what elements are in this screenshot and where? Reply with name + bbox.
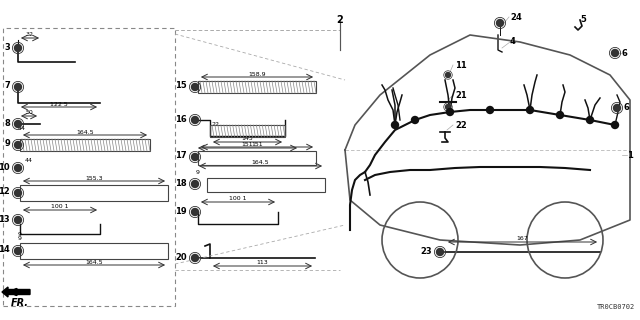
Circle shape: [557, 111, 563, 118]
Text: 9: 9: [196, 170, 200, 174]
Text: 13: 13: [0, 214, 10, 223]
Text: 17: 17: [175, 151, 187, 161]
Text: 151: 151: [242, 142, 253, 148]
Text: 6: 6: [621, 49, 627, 58]
Circle shape: [191, 116, 198, 124]
Text: 16: 16: [175, 115, 187, 124]
Text: 2: 2: [337, 15, 344, 25]
Text: 113: 113: [257, 260, 268, 266]
Text: 50: 50: [25, 110, 33, 116]
Text: 151: 151: [251, 141, 263, 147]
Text: 6: 6: [623, 103, 629, 113]
Bar: [3, 28, 175, 306]
Text: 24: 24: [510, 12, 522, 21]
Text: 18: 18: [175, 179, 187, 188]
Text: 10: 10: [0, 163, 10, 172]
Text: 23: 23: [420, 247, 432, 257]
Text: 22: 22: [211, 122, 219, 126]
Bar: [20, 243, 168, 259]
Text: 22: 22: [455, 121, 467, 130]
Circle shape: [191, 209, 198, 215]
Circle shape: [191, 84, 198, 91]
Text: 9: 9: [18, 236, 22, 242]
Circle shape: [15, 164, 22, 172]
Circle shape: [497, 20, 504, 27]
Text: 21: 21: [455, 91, 467, 100]
Circle shape: [447, 108, 454, 116]
Text: TR0CB0702: TR0CB0702: [596, 304, 635, 310]
FancyArrow shape: [2, 287, 30, 297]
Text: 3: 3: [4, 43, 10, 52]
Text: 19: 19: [175, 206, 187, 215]
Bar: [210, 125, 285, 137]
Text: 44: 44: [25, 157, 33, 163]
Bar: [198, 81, 316, 93]
Text: 145: 145: [242, 137, 253, 141]
Text: 5: 5: [580, 15, 586, 24]
Text: 158.9: 158.9: [248, 71, 266, 76]
Text: 7: 7: [4, 82, 10, 91]
Circle shape: [611, 50, 618, 57]
Circle shape: [445, 105, 451, 109]
Circle shape: [15, 217, 22, 223]
Circle shape: [392, 122, 399, 129]
Text: 164.5: 164.5: [252, 161, 269, 165]
Circle shape: [15, 247, 22, 254]
Text: 15: 15: [175, 82, 187, 91]
Circle shape: [15, 44, 22, 52]
Circle shape: [15, 84, 22, 91]
Bar: [207, 178, 325, 192]
Text: 8: 8: [4, 118, 10, 127]
Text: FR.: FR.: [11, 298, 29, 308]
Circle shape: [15, 189, 22, 196]
Text: 4: 4: [510, 37, 516, 46]
Text: 44: 44: [18, 125, 26, 131]
Text: 1: 1: [627, 150, 633, 159]
Text: 100 1: 100 1: [229, 196, 247, 202]
Text: 100 1: 100 1: [51, 204, 68, 210]
Circle shape: [191, 154, 198, 161]
Circle shape: [412, 116, 419, 124]
Circle shape: [191, 254, 198, 261]
Text: 9: 9: [18, 231, 22, 236]
Circle shape: [191, 180, 198, 188]
Text: 11: 11: [455, 60, 467, 69]
Text: 122 5: 122 5: [50, 101, 68, 107]
Text: 164.5: 164.5: [85, 260, 103, 265]
Circle shape: [436, 249, 444, 255]
Text: 167: 167: [516, 236, 529, 242]
Circle shape: [611, 122, 618, 129]
Circle shape: [15, 121, 22, 127]
Bar: [20, 139, 150, 151]
Circle shape: [486, 107, 493, 114]
Bar: [198, 151, 316, 165]
Circle shape: [527, 107, 534, 114]
Text: 20: 20: [175, 252, 187, 261]
Text: 164.5: 164.5: [76, 130, 94, 134]
Circle shape: [586, 116, 593, 124]
Bar: [20, 185, 168, 201]
Text: 155.3: 155.3: [85, 175, 103, 180]
Text: 9: 9: [4, 140, 10, 148]
Circle shape: [15, 141, 22, 148]
Text: 32: 32: [26, 33, 34, 37]
Text: 12: 12: [0, 188, 10, 196]
Circle shape: [614, 105, 621, 111]
Text: 14: 14: [0, 245, 10, 254]
Circle shape: [445, 73, 451, 77]
